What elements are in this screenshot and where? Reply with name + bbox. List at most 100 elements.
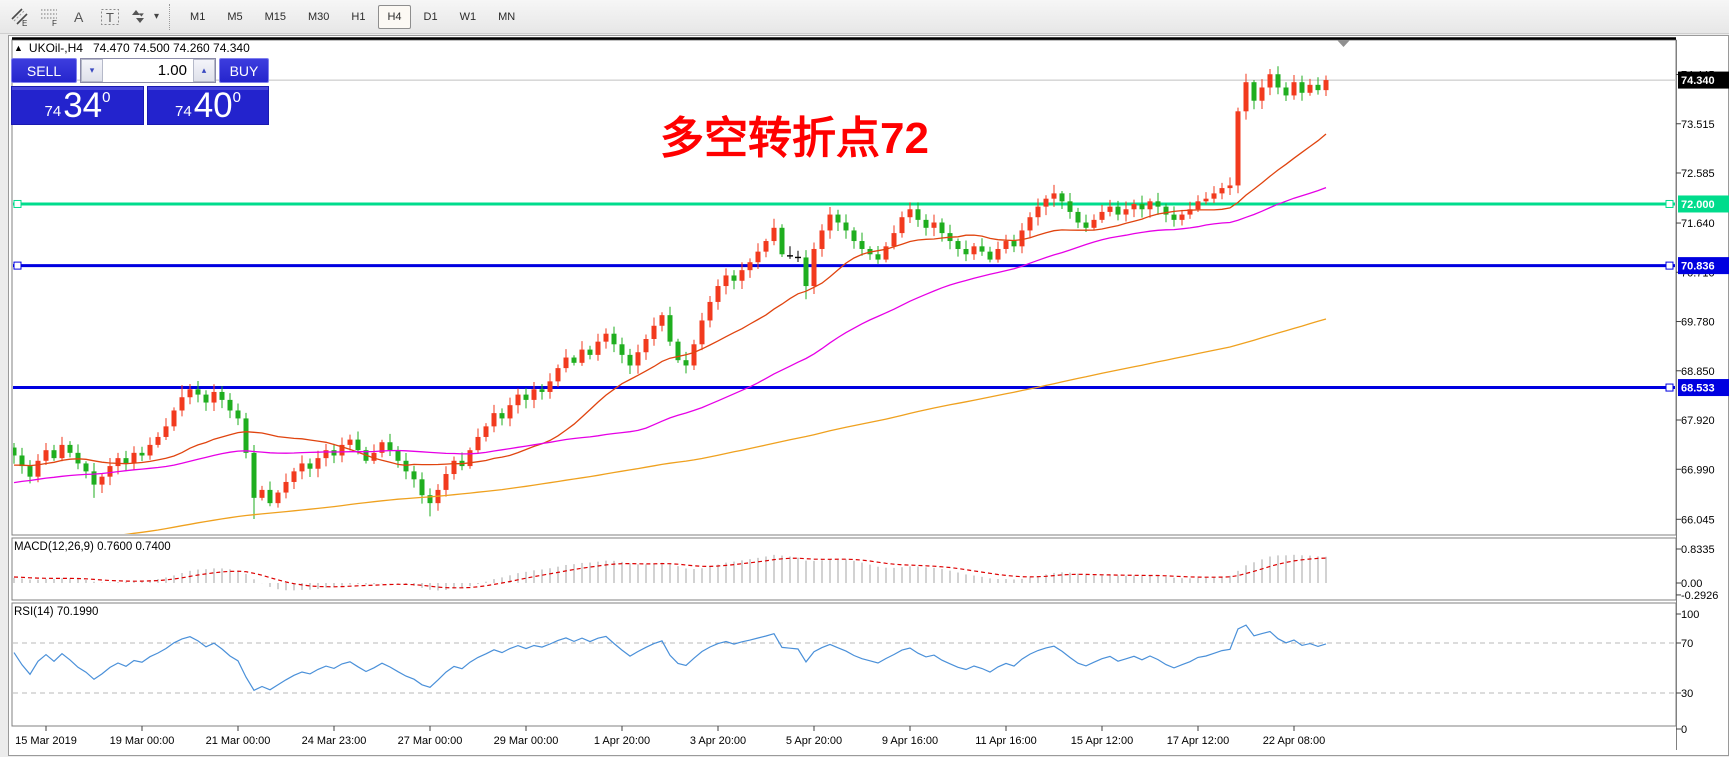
buy-price-point: 0 [232, 89, 241, 106]
svg-text:21 Mar 00:00: 21 Mar 00:00 [206, 735, 271, 747]
svg-text:69.780: 69.780 [1681, 317, 1715, 329]
svg-text:68.533: 68.533 [1681, 383, 1715, 395]
svg-text:F: F [52, 19, 57, 28]
toolbar: E F A [0, 0, 1729, 34]
svg-text:15 Mar 2019: 15 Mar 2019 [15, 735, 77, 747]
buy-button[interactable]: BUY [219, 58, 269, 83]
svg-text:1 Apr 20:00: 1 Apr 20:00 [594, 735, 650, 747]
price-tag-74.340 [1678, 71, 1729, 89]
svg-text:19 Mar 00:00: 19 Mar 00:00 [110, 735, 175, 747]
svg-text:-0.2926: -0.2926 [1681, 590, 1718, 602]
time-axis[interactable]: 15 Mar 2019 19 Mar 00:00 21 Mar 00:00 24 Ma… [15, 726, 1325, 747]
sell-button[interactable]: SELL [11, 58, 77, 83]
svg-text:11 Apr 16:00: 11 Apr 16:00 [975, 735, 1037, 747]
sell-price-pips: 34 [63, 86, 103, 125]
text-label-tool-button[interactable]: T [96, 4, 124, 30]
timeframe-button-m5[interactable]: M5 [227, 10, 243, 23]
timeframe-button-h1[interactable]: H1 [351, 10, 366, 23]
fibonacci-icon: F [39, 6, 61, 28]
text-tool-button[interactable]: A [66, 4, 94, 30]
svg-text:T: T [106, 10, 114, 25]
svg-text:3 Apr 20:00: 3 Apr 20:00 [690, 735, 746, 747]
ma-line-mid [13, 186, 1327, 484]
svg-text:72.000: 72.000 [1681, 199, 1715, 211]
equidistant-channel-icon: E [9, 6, 31, 28]
timeframe-button-d1[interactable]: D1 [423, 10, 438, 23]
price-axis[interactable]: 74.44573.51572.58571.64070.71069.78068.8… [1676, 70, 1729, 736]
buy-price-display[interactable]: 74 40 0 [147, 86, 269, 125]
candles-group[interactable] [12, 66, 1329, 520]
text-a-icon: A [69, 6, 91, 28]
svg-text:72.585: 72.585 [1681, 168, 1715, 180]
collapse-arrow-icon[interactable]: ▲ [14, 43, 23, 53]
timeframe-button-m15[interactable]: M15 [264, 10, 286, 23]
svg-text:0.00: 0.00 [1681, 578, 1702, 590]
timeframe-button-m30[interactable]: M30 [308, 10, 330, 23]
fibonacci-tool-button[interactable]: F [36, 4, 64, 30]
equidistant-channel-tool-button[interactable]: E [6, 4, 34, 30]
toolbar-separator [169, 3, 171, 30]
price-tag-72.000 [1678, 195, 1729, 213]
svg-text:70: 70 [1681, 638, 1693, 650]
macd-signal-line [13, 557, 1327, 589]
svg-text:17 Apr 12:00: 17 Apr 12:00 [1167, 735, 1229, 747]
svg-text:70.836: 70.836 [1681, 261, 1715, 273]
macd-indicator-label: MACD(12,26,9) 0.7600 0.7400 [14, 541, 171, 553]
svg-text:30: 30 [1681, 688, 1693, 700]
svg-text:29 Mar 00:00: 29 Mar 00:00 [494, 735, 559, 747]
volume-stepper: ▾ ▴ [80, 58, 216, 83]
svg-text:73.515: 73.515 [1681, 119, 1715, 131]
svg-text:0.8335: 0.8335 [1681, 544, 1715, 556]
chart-annotation-text[interactable]: 多空转折点72 [660, 114, 929, 163]
timeframe-button-mn[interactable]: MN [498, 10, 516, 23]
price-tag-68.533 [1678, 379, 1729, 397]
arrows-tool-button[interactable] [126, 4, 154, 30]
svg-text:9 Apr 16:00: 9 Apr 16:00 [882, 735, 938, 747]
timeframe-button-h4[interactable]: H4 [378, 4, 411, 29]
buy-price-pips: 40 [193, 86, 233, 125]
rsi-line [13, 624, 1327, 692]
timeframe-button-m1[interactable]: M1 [190, 10, 206, 23]
level-handle [13, 261, 22, 270]
svg-text:27 Mar 00:00: 27 Mar 00:00 [398, 735, 463, 747]
arrows-icon [129, 6, 151, 28]
text-label-icon: T [99, 6, 121, 28]
buy-price-handle: 74 [175, 103, 192, 120]
ohlc-quotes-label: 74.470 74.500 74.260 74.340 [92, 41, 250, 55]
svg-text:5 Apr 20:00: 5 Apr 20:00 [786, 735, 842, 747]
level-handle [1665, 199, 1674, 208]
rsi-panel [11, 602, 1677, 727]
chart-title: ▲ UKOil-,H4 74.470 74.500 74.260 74.340 [14, 41, 250, 55]
volume-increase-button[interactable]: ▴ [193, 59, 215, 82]
level-handle [13, 199, 22, 208]
svg-text:67.920: 67.920 [1681, 415, 1715, 427]
scroll-end-marker-icon[interactable] [1337, 40, 1350, 47]
sell-price-handle: 74 [44, 103, 62, 120]
level-handle [1665, 261, 1674, 270]
svg-text:66.045: 66.045 [1681, 514, 1715, 526]
sell-price-point: 0 [102, 89, 111, 106]
svg-text:24 Mar 23:00: 24 Mar 23:00 [302, 735, 367, 747]
macd-panel [11, 537, 1677, 601]
svg-text:15 Apr 12:00: 15 Apr 12:00 [1071, 735, 1133, 747]
timeframe-button-w1[interactable]: W1 [459, 10, 477, 23]
svg-text:0: 0 [1681, 724, 1687, 736]
sell-price-display[interactable]: 74 34 0 [11, 86, 144, 125]
svg-text:E: E [22, 19, 27, 28]
ma-line-slow [123, 318, 1327, 534]
svg-text:100: 100 [1681, 609, 1699, 621]
symbol-period-label: UKOil-,H4 [28, 41, 83, 55]
timeframe-group: M1 M5 M15 M30 H1 H4 D1 W1 MN [179, 4, 526, 29]
rsi-indicator-label: RSI(14) 70.1990 [14, 606, 99, 618]
arrows-dropdown-caret-icon[interactable]: ▾ [154, 11, 160, 22]
volume-input[interactable] [103, 59, 193, 82]
svg-text:68.850: 68.850 [1681, 366, 1715, 378]
price-tag-70.836 [1678, 257, 1729, 275]
svg-text:71.640: 71.640 [1681, 218, 1715, 230]
one-click-trading-panel: SELL ▾ ▴ BUY 74 34 0 74 40 0 [11, 58, 269, 125]
volume-decrease-button[interactable]: ▾ [81, 59, 103, 82]
svg-text:22 Apr 08:00: 22 Apr 08:00 [1263, 735, 1325, 747]
svg-text:A: A [74, 9, 84, 25]
svg-text:66.990: 66.990 [1681, 464, 1715, 476]
